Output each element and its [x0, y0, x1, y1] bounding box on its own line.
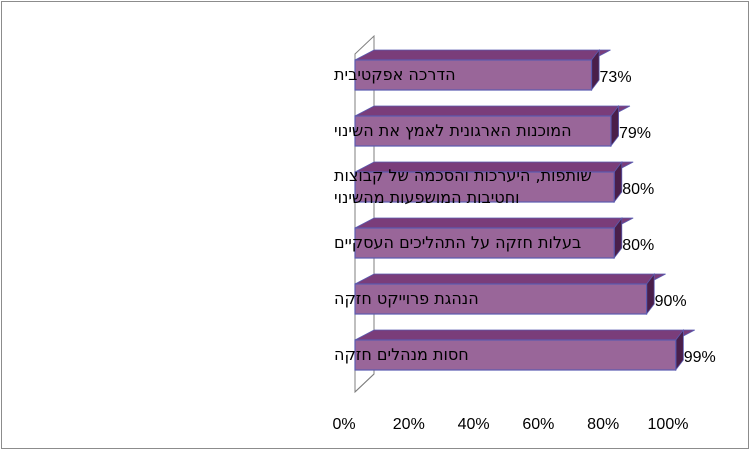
- data-label: 90%: [655, 293, 687, 310]
- data-label: 80%: [622, 237, 654, 254]
- bar-top-face: [354, 105, 631, 117]
- category-label: הדרכה אפקטיבית: [334, 65, 456, 84]
- bar: [354, 59, 593, 91]
- bar: [354, 227, 615, 259]
- tick-label: 60%: [522, 416, 554, 433]
- tick-label: 20%: [393, 416, 425, 433]
- bar: [354, 171, 615, 203]
- category-label: שותפות, היערכות והסכמה של קבוצות: [334, 166, 592, 185]
- data-label: 73%: [600, 69, 632, 86]
- bar-top-face: [354, 49, 611, 61]
- tick-label: 0%: [332, 416, 355, 433]
- axis-line: [354, 373, 375, 393]
- data-label: 80%: [622, 181, 654, 198]
- tick-label: 80%: [587, 416, 619, 433]
- data-label: 99%: [684, 349, 716, 366]
- category-label: בעלות חזקה על התהליכים העסקיים: [334, 233, 581, 252]
- category-label: המוכנות הארגונית לאמץ את השינוי: [334, 121, 572, 140]
- tick-label: 40%: [458, 416, 490, 433]
- category-label: חסות מנהלים חזקה: [334, 345, 469, 364]
- category-label: וחטיבות המושפעות מהשינוי: [334, 188, 520, 207]
- bar: [354, 283, 648, 315]
- bar-top-face: [354, 273, 666, 285]
- tick-label: 100%: [648, 416, 689, 433]
- bar-top-face: [354, 217, 634, 229]
- bar: [354, 339, 677, 371]
- bar-top-face: [354, 329, 695, 341]
- bar: [354, 115, 612, 147]
- category-label: הנהגת פרוייקט חזקה: [334, 289, 479, 308]
- data-label: 79%: [619, 125, 651, 142]
